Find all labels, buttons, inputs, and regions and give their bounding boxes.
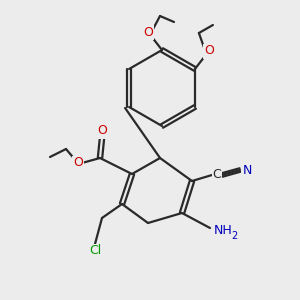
Text: O: O [73,157,83,169]
Text: C: C [213,169,221,182]
Text: Cl: Cl [89,244,101,257]
Text: NH: NH [214,224,233,236]
Text: O: O [204,44,214,58]
Text: 2: 2 [231,231,237,241]
Text: O: O [143,26,153,38]
Text: O: O [97,124,107,137]
Text: N: N [242,164,252,176]
